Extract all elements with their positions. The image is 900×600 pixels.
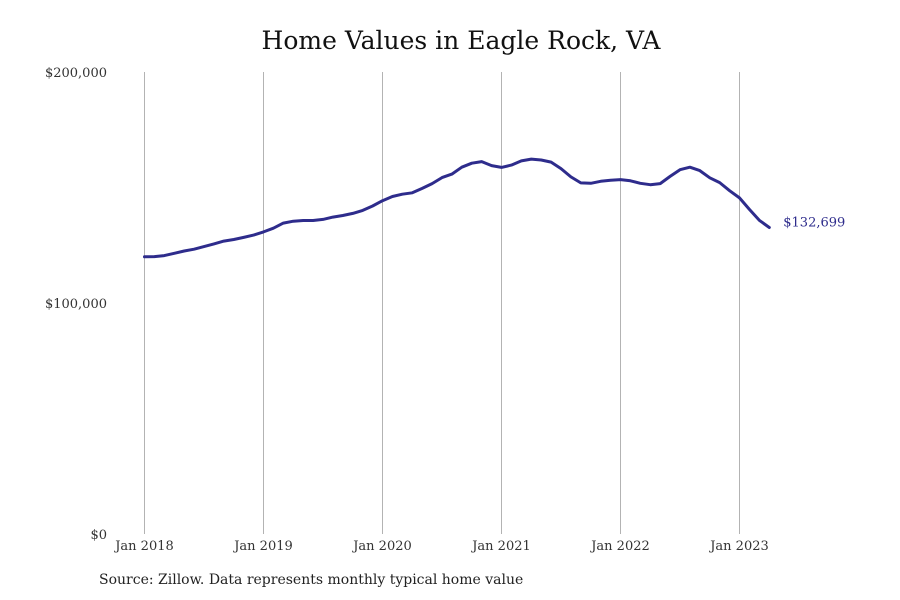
- x-axis-tick-labels: Jan 2018 Jan 2019 Jan 2020 Jan 2021 Jan 2022…: [113, 539, 769, 554]
- x-tick-label: Jan 2019: [232, 539, 293, 554]
- last-value-label: $132,699: [783, 215, 845, 230]
- source-note: Source: Zillow. Data represents monthly …: [99, 572, 524, 588]
- y-tick-label: $100,000: [45, 297, 107, 312]
- y-tick-label: $0: [90, 528, 107, 543]
- vertical-gridlines: [144, 72, 740, 534]
- x-tick-label: Jan 2020: [351, 539, 412, 554]
- x-tick-label: Jan 2021: [470, 539, 531, 554]
- home-value-line: [143, 157, 771, 259]
- y-axis-tick-labels: $0 $100,000 $200,000: [45, 66, 107, 543]
- x-tick-label: Jan 2022: [589, 539, 650, 554]
- x-tick-label: Jan 2023: [708, 539, 769, 554]
- x-tick-label: Jan 2018: [113, 539, 174, 554]
- chart-title: Home Values in Eagle Rock, VA: [261, 26, 661, 55]
- y-tick-label: $200,000: [45, 66, 107, 81]
